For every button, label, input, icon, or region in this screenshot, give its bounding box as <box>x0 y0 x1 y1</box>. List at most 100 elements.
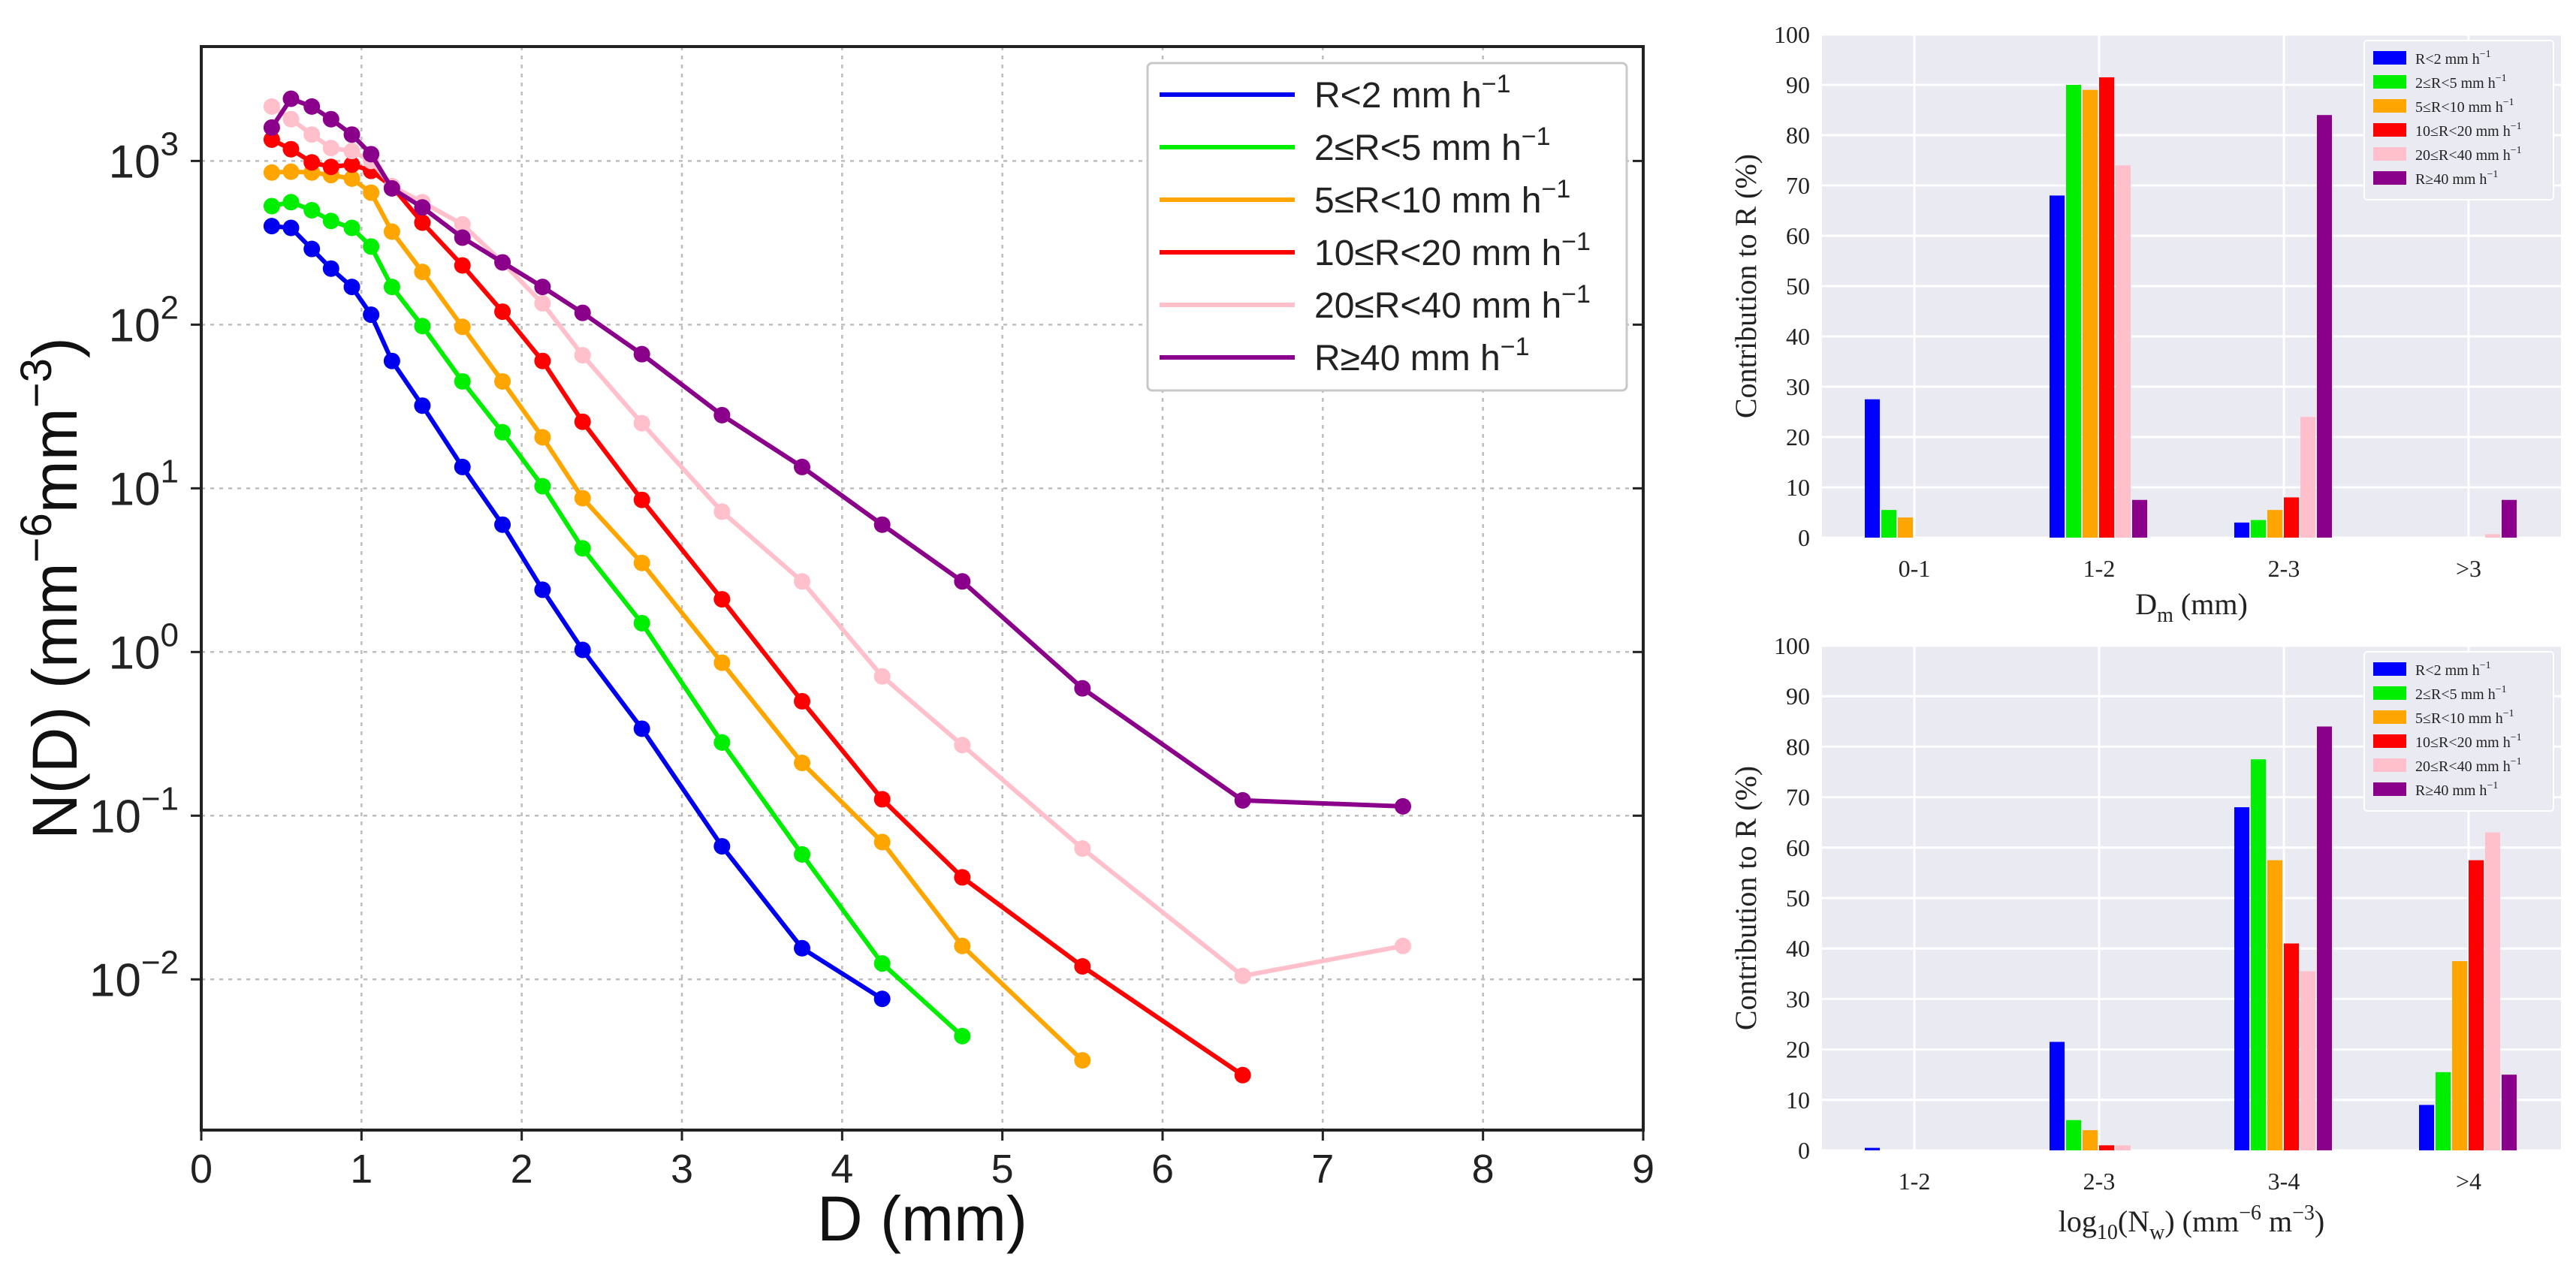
bottom-right-ytick-label-7: 70 <box>1786 784 1810 811</box>
bottom-right-legend-label-2: 5≤R<10 mm h−1 <box>2415 708 2514 727</box>
left-ytick-label-2: 101 <box>109 453 179 515</box>
top-right-legend-label-5: R≥40 mm h−1 <box>2415 169 2498 188</box>
top-right-x-axis-label: Dm (mm) <box>2135 587 2248 627</box>
left-series-0-point-13 <box>713 838 731 855</box>
left-series-3-point-3 <box>322 158 339 176</box>
bottom-right-ytick-label-4: 40 <box>1786 935 1810 962</box>
left-series-4-point-12 <box>633 414 650 432</box>
top-right-ytick-label-5: 50 <box>1786 273 1810 300</box>
top-right-bar-2-3 <box>2284 497 2299 538</box>
left-series-5-point-10 <box>534 279 551 296</box>
left-series-1-point-8 <box>454 372 471 390</box>
top-right-legend-label-0: R<2 mm h−1 <box>2415 49 2491 68</box>
top-right-ytick-label-6: 60 <box>1786 222 1810 249</box>
left-series-5-point-6 <box>383 179 400 197</box>
left-legend-label-2: 5≤R<10 mm h−1 <box>1314 175 1570 221</box>
left-legend-label-4: 20≤R<40 mm h−1 <box>1314 280 1591 326</box>
left-series-3-point-7 <box>414 214 431 231</box>
top-right-y-axis-label: Contribution to R (%) <box>1729 154 1763 418</box>
left-series-5-point-1 <box>282 90 300 107</box>
left-legend-label-0: R<2 mm h−1 <box>1314 70 1511 116</box>
top-right-bar-1-1 <box>2066 85 2081 538</box>
left-series-4-point-13 <box>713 503 731 520</box>
left-series-3-point-14 <box>794 692 810 710</box>
left-series-1-point-12 <box>633 614 650 631</box>
left-series-4-point-3 <box>322 140 339 157</box>
left-series-3-point-8 <box>454 257 471 274</box>
left-ytick-label-4: 10−1 <box>89 780 179 842</box>
left-series-3-point-18 <box>1234 1066 1251 1084</box>
left-series-0-point-12 <box>633 720 650 737</box>
top-right-legend-label-3: 10≤R<20 mm h−1 <box>2415 121 2522 140</box>
left-series-0-point-9 <box>494 516 511 533</box>
top-right-ytick-label-1: 10 <box>1786 474 1810 501</box>
top-right-xtick-label-3: >3 <box>2456 555 2481 582</box>
bottom-right-legend-swatch-3 <box>2373 734 2406 748</box>
left-series-1-point-11 <box>574 540 591 557</box>
left-series-2-point-8 <box>454 318 471 336</box>
left-series-2-point-16 <box>954 937 971 954</box>
left-series-1-point-1 <box>282 194 300 211</box>
left-series-0-point-15 <box>873 990 891 1008</box>
left-series-0-point-14 <box>794 939 810 957</box>
top-right-bar-3-4 <box>2485 534 2500 538</box>
bottom-right-bar-3-2 <box>2452 961 2467 1150</box>
top-right-legend-swatch-2 <box>2373 99 2406 113</box>
top-right-legend-swatch-3 <box>2373 123 2406 137</box>
left-series-1-point-13 <box>713 734 731 751</box>
left-series-4-point-15 <box>873 668 891 685</box>
left-x-axis-label: D (mm) <box>817 1183 1027 1254</box>
top-right-bar-1-0 <box>2050 195 2065 538</box>
bottom-right-legend-label-1: 2≤R<5 mm h−1 <box>2415 684 2507 703</box>
left-series-1-point-3 <box>322 213 339 230</box>
top-right-legend-label-1: 2≤R<5 mm h−1 <box>2415 73 2507 92</box>
bottom-right-legend-swatch-4 <box>2373 758 2406 772</box>
left-ytick-label-0: 103 <box>109 125 179 188</box>
left-series-3-point-10 <box>534 352 551 369</box>
bottom-right-bar-2-5 <box>2317 726 2332 1150</box>
bottom-right-legend-label-5: R≥40 mm h−1 <box>2415 780 2498 799</box>
bottom-right-ytick-label-0: 0 <box>1798 1137 1810 1164</box>
top-right-xtick-label-2: 2-3 <box>2268 555 2300 582</box>
top-right-bar-2-5 <box>2317 115 2332 538</box>
left-series-0-point-6 <box>383 352 400 369</box>
left-series-4-point-10 <box>534 294 551 312</box>
top-right-bar-1-5 <box>2132 499 2147 538</box>
left-series-1-point-16 <box>954 1027 971 1044</box>
left-line-chart: 103 102 101 100 10−1 10−2 0 1 2 3 4 5 6 7 8 9 D (mm) N(D)… <box>12 45 1654 1254</box>
left-plot-frame <box>200 45 1645 1132</box>
top-right-legend-swatch-4 <box>2373 147 2406 161</box>
left-series-0-point-4 <box>343 279 360 296</box>
left-series-2-point-14 <box>794 755 810 772</box>
left-xtick-label-8: 8 <box>1472 1147 1495 1192</box>
left-xtick-label-3: 3 <box>671 1147 693 1192</box>
left-series-5-point-15 <box>873 516 891 533</box>
left-series-1-point-4 <box>343 219 360 237</box>
bottom-right-legend-swatch-2 <box>2373 710 2406 724</box>
left-series-2-point-15 <box>873 833 891 851</box>
left-series-2-point-12 <box>633 554 650 571</box>
left-series-2-point-1 <box>282 163 300 180</box>
left-series-4-point-0 <box>263 98 280 115</box>
bottom-right-bar-1-2 <box>2083 1130 2098 1150</box>
left-series-4-point-2 <box>303 126 321 143</box>
left-series-5-point-13 <box>713 406 731 424</box>
left-series-0-point-7 <box>414 397 431 414</box>
bottom-right-xtick-label-0: 1-2 <box>1899 1168 1931 1195</box>
top-right-ytick-label-2: 20 <box>1786 424 1810 451</box>
top-right-bar-3-5 <box>2502 499 2517 538</box>
top-right-ytick-label-8: 80 <box>1786 122 1810 149</box>
left-series-5-point-0 <box>263 119 280 136</box>
left-xtick-label-4: 4 <box>831 1147 853 1192</box>
top-right-ytick-label-9: 90 <box>1786 71 1810 98</box>
bottom-right-legend-swatch-5 <box>2373 782 2406 796</box>
top-right-ytick-label-3: 30 <box>1786 373 1810 400</box>
left-series-4-point-4 <box>343 143 360 160</box>
bottom-right-ytick-label-2: 20 <box>1786 1036 1810 1063</box>
left-y-axis-label: N(D) (mm−6mm−3) <box>12 337 90 839</box>
left-series-1-point-5 <box>363 238 380 255</box>
top-right-bar-chart: 0 10 20 30 40 50 60 70 80 90 100 0-1 1-2 2-3 >3 R<2 mm … <box>1729 21 2561 627</box>
bottom-right-bar-2-4 <box>2300 971 2315 1150</box>
bottom-right-ytick-label-8: 80 <box>1786 733 1810 760</box>
